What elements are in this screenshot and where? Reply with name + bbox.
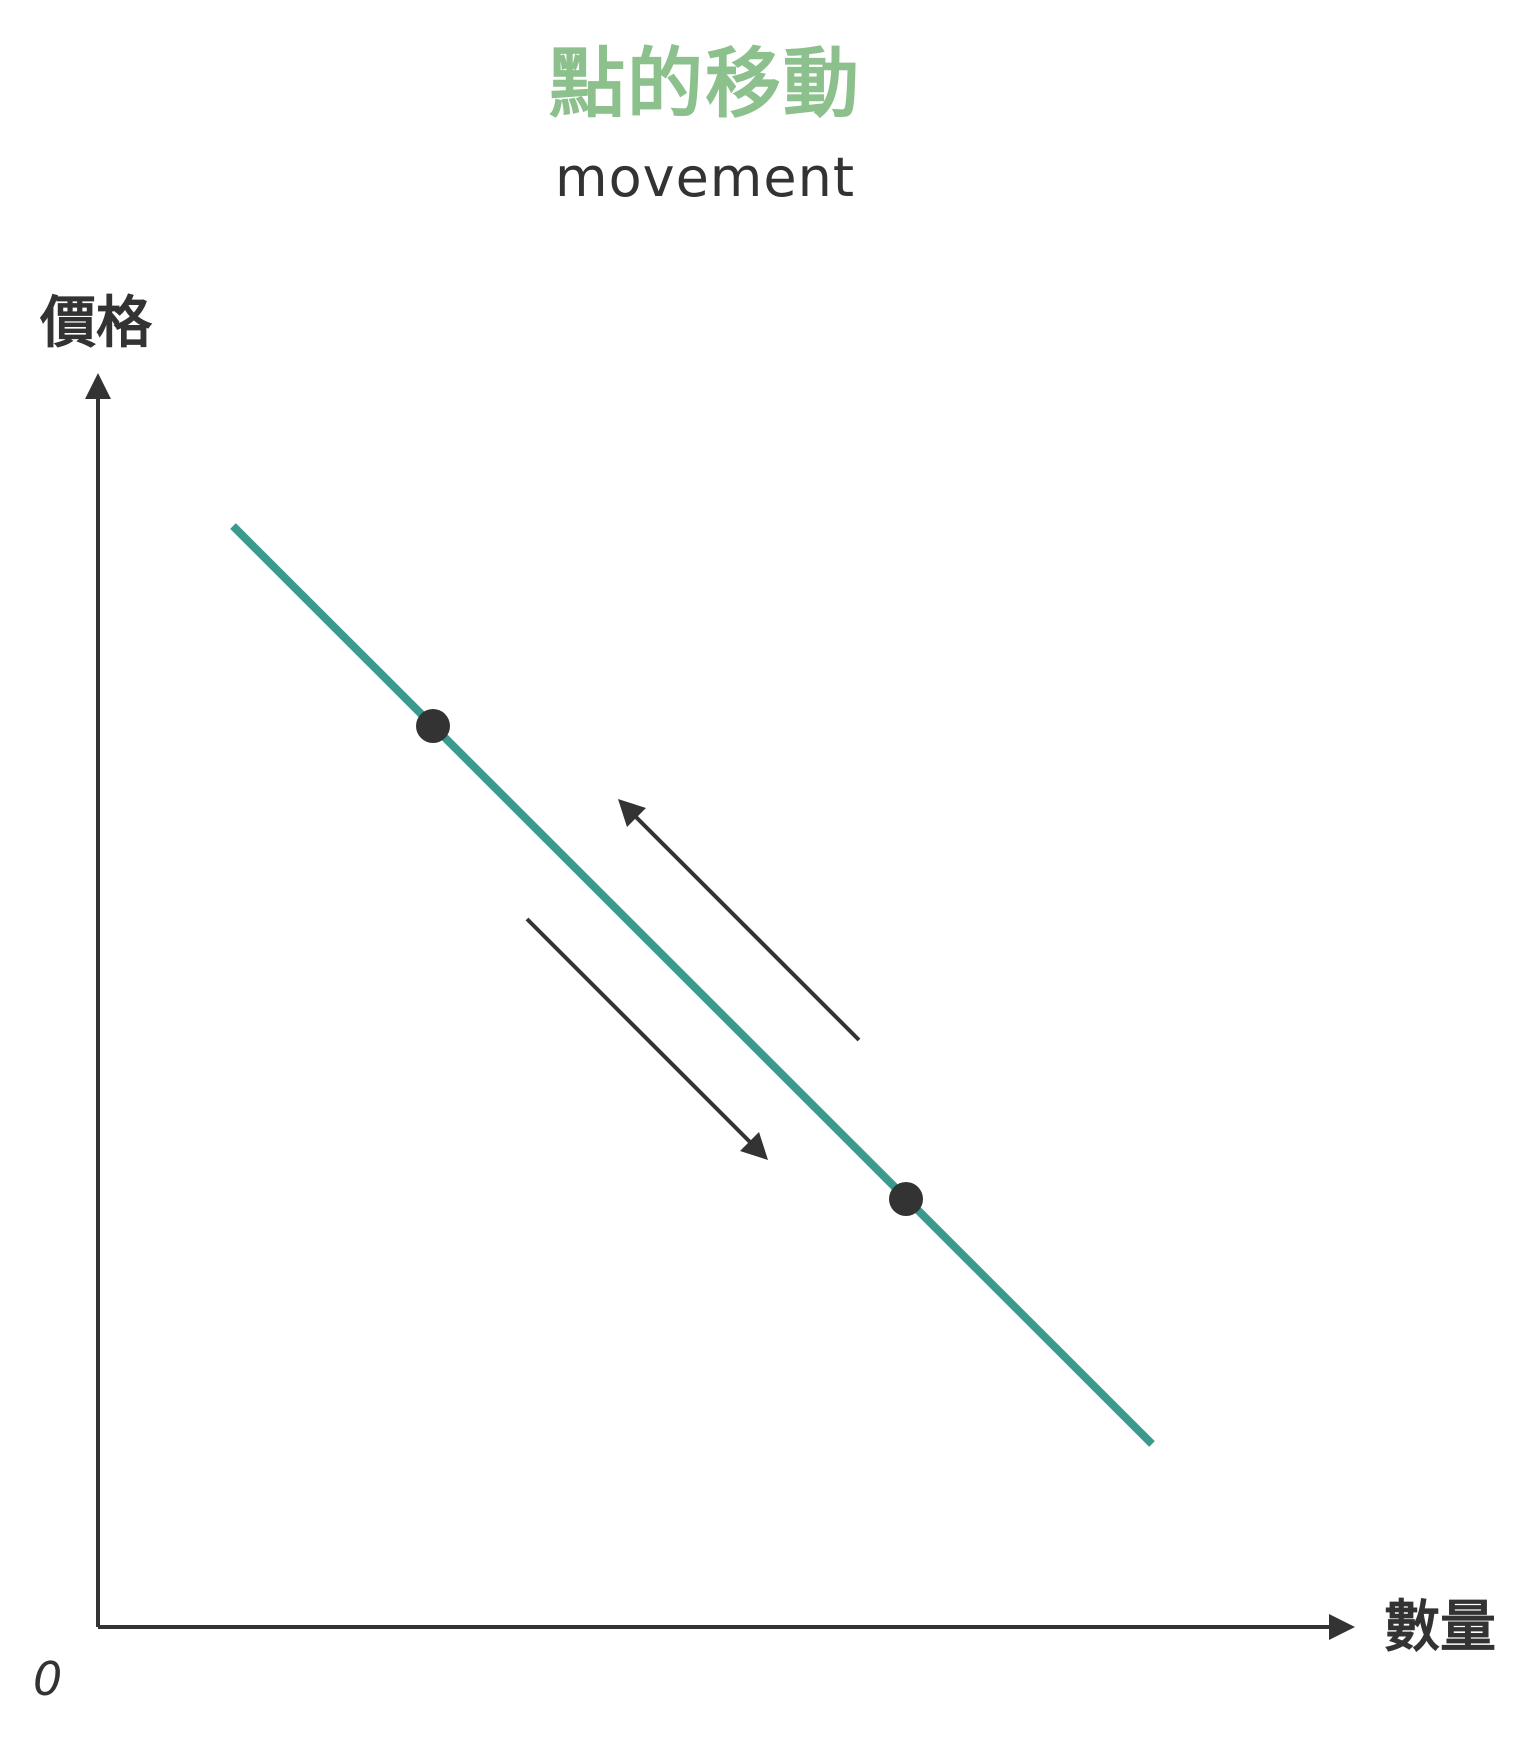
y-axis-arrowhead	[85, 373, 111, 399]
diagram-title: 點的移動	[549, 39, 861, 128]
point-lower	[889, 1182, 923, 1216]
arrow-down-right-shaft	[525, 917, 754, 1146]
point-upper	[416, 709, 450, 743]
demand-curve	[230, 523, 1155, 1447]
arrow-up-left-shaft	[632, 813, 861, 1042]
arrow-down-right-head	[740, 1132, 768, 1160]
arrow-up-left-head	[618, 799, 646, 827]
y-axis-label: 價格	[39, 291, 153, 356]
diagram-subtitle: movement	[554, 146, 856, 209]
origin-label: 0	[33, 1652, 62, 1706]
x-axis-arrowhead	[1329, 1614, 1355, 1640]
x-axis-label: 數量	[1384, 1595, 1496, 1660]
